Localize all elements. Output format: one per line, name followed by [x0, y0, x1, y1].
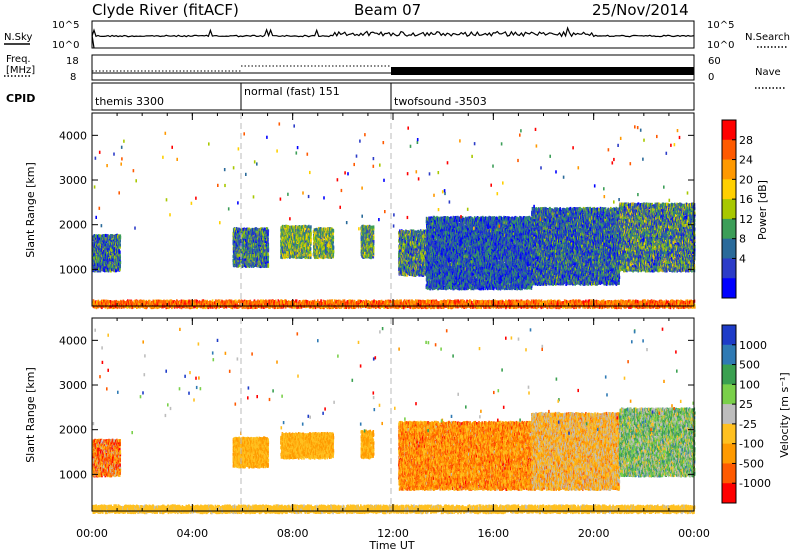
noise-tick-bottom-left: 10^0 [52, 40, 79, 51]
cpid-segment-themis: themis 3300 [95, 95, 164, 108]
beam-title: Beam 07 [354, 1, 421, 19]
cpid-segment-normal: normal (fast) 151 [244, 85, 340, 98]
noise-tick-top-left: 10^5 [52, 20, 79, 31]
cpid-label: CPID [6, 92, 35, 105]
noise-left-label: N.Sky [4, 32, 32, 43]
cpid-segment-twofsound: twofsound -3503 [394, 95, 487, 108]
fitacf-summary-figure: Clyde River (fitACF) Beam 07 25/Nov/2014… [0, 0, 800, 554]
freq-tick-top: 18 [66, 56, 79, 67]
noise-tick-bottom-right: 10^0 [707, 40, 734, 51]
scatter-cell [105, 234, 107, 237]
noise-panel: N.Sky 10^5 10^0 10^5 10^0 N.Search [4, 20, 790, 51]
noise-tick-top-right: 10^5 [707, 20, 734, 31]
date-title: 25/Nov/2014 [592, 1, 689, 19]
freq-label-1: Freq. [6, 54, 31, 65]
nave-label: Nave [755, 67, 781, 78]
freq-label-2: [MHz] [6, 65, 35, 76]
nave-tick-bottom: 0 [708, 72, 714, 83]
nave-trace-twofsound [391, 67, 694, 75]
freq-tick-bottom: 8 [70, 72, 76, 83]
site-title: Clyde River (fitACF) [92, 1, 239, 19]
cpid-panel: CPID themis 3300 normal (fast) 151 twofs… [6, 83, 694, 110]
noise-trace [92, 28, 694, 37]
nave-tick-top: 60 [708, 56, 721, 67]
noise-right-label: N.Search [745, 32, 790, 43]
